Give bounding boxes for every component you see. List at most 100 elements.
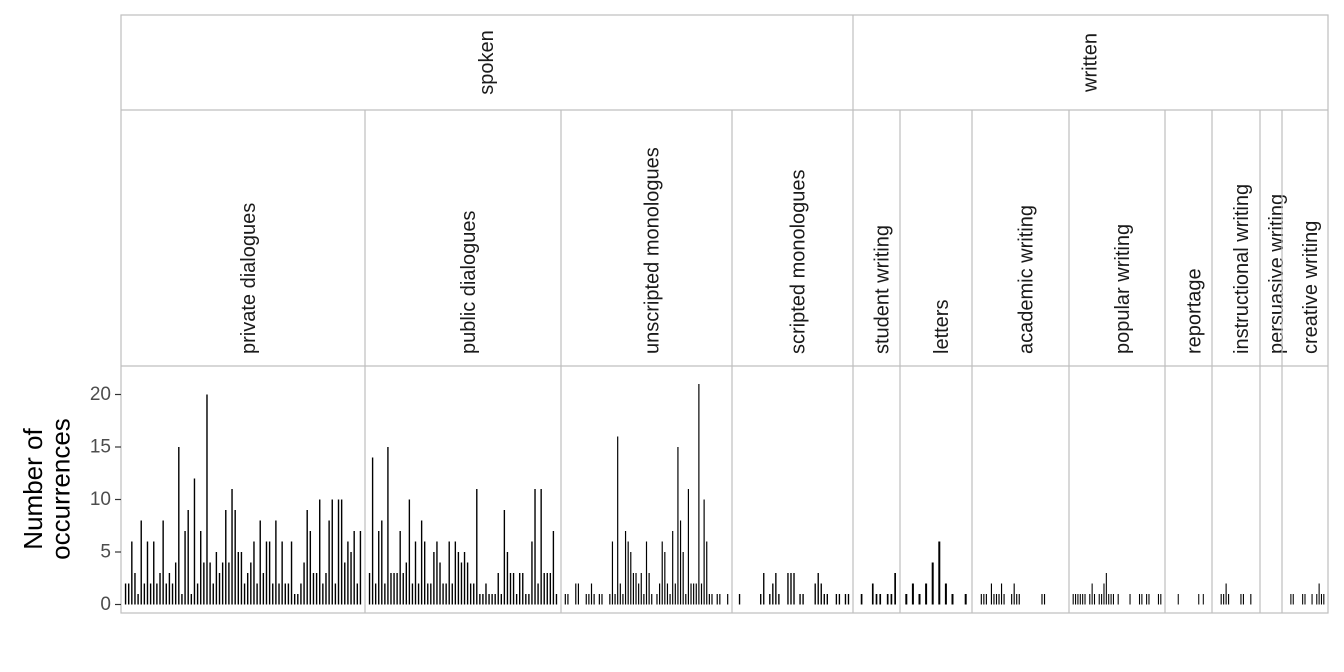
bar-public-dialogues-6 [384,583,386,605]
bar-creative-writing-4 [1292,594,1294,605]
bar-public-dialogues-49 [515,594,518,605]
bar-student-writing-6 [875,594,878,605]
bar-unscripted-monologues-60 [719,594,721,605]
bar-public-dialogues-38 [482,594,484,605]
bar-private-dialogues-63 [319,499,321,605]
bar-unscripted-monologues-44 [677,447,679,605]
bar-letters-10 [964,594,967,605]
bars [124,384,1325,605]
bar-unscripted-monologues-49 [690,583,692,605]
bar-scripted-monologues-15 [778,594,780,605]
bar-unscripted-monologues-2 [567,594,569,605]
bar-unscripted-monologues-33 [648,573,650,605]
bar-unscripted-monologues-18 [609,594,611,605]
bar-public-dialogues-11 [399,531,401,605]
bar-private-dialogues-49 [275,520,277,605]
bar-private-dialogues-66 [328,520,330,605]
y-axis: 0 5 10 15 20 [90,384,121,615]
bar-scripted-monologues-14 [775,573,777,605]
bar-academic-writing-10 [998,594,1000,605]
bar-public-dialogues-41 [491,594,493,605]
bar-unscripted-monologues-55 [706,541,708,605]
panel-strip-label-private-dialogues: private dialogues [238,203,260,354]
bar-public-dialogues-39 [485,583,487,605]
bar-public-dialogues-19 [424,541,426,605]
bar-academic-writing-9 [995,594,998,605]
bar-creative-writing-15 [1318,583,1320,605]
bar-academic-writing-11 [1000,583,1003,605]
bar-private-dialogues-20 [184,531,186,605]
bar-public-dialogues-26 [445,583,447,605]
bar-private-dialogues-41 [250,562,252,605]
bar-unscripted-monologues-41 [669,594,671,605]
y-axis-title-line: occurrences [45,418,75,560]
bar-popular-writing-13 [1101,594,1103,605]
bar-private-dialogues-18 [178,447,180,605]
bar-unscripted-monologues-29 [638,583,640,605]
bar-private-dialogues-34 [228,562,230,605]
bar-private-dialogues-53 [287,583,290,605]
bar-creative-writing-17 [1323,594,1325,605]
bar-popular-writing-12 [1098,594,1100,605]
bar-academic-writing-28 [1043,594,1046,605]
bar-academic-writing-17 [1016,594,1018,605]
y-axis-title-line: Number of [18,428,48,550]
bar-instructional-writing-6 [1228,594,1230,605]
bar-unscripted-monologues-23 [622,594,624,605]
bar-unscripted-monologues-11 [590,583,593,605]
panel-strip-label-academic-writing: academic writing [1016,205,1038,354]
bar-popular-writing-6 [1084,594,1086,605]
bar-instructional-writing-15 [1250,594,1252,605]
bar-academic-writing-15 [1011,594,1013,605]
bar-student-writing-7 [879,594,882,605]
panel-strip-label-public-dialogues: public dialogues [458,211,480,354]
bar-public-dialogues-37 [479,594,481,605]
bar-private-dialogues-48 [272,583,274,605]
bar-private-dialogues-7 [143,583,146,605]
bar-private-dialogues-51 [281,541,283,605]
bar-public-dialogues-51 [522,573,524,605]
panel-strip-label-popular-writing: popular writing [1112,224,1134,354]
bar-scripted-monologues-19 [790,573,792,605]
bar-private-dialogues-36 [234,510,236,605]
bar-public-dialogues-47 [509,573,512,605]
bar-unscripted-monologues-32 [645,541,648,605]
bar-private-dialogues-75 [356,583,359,605]
bar-unscripted-monologues-15 [601,594,603,605]
bar-popular-writing-15 [1105,573,1107,605]
bar-private-dialogues-26 [203,562,205,605]
bar-private-dialogues-35 [231,489,233,605]
bar-unscripted-monologues-53 [700,583,703,605]
bar-public-dialogues-5 [381,520,383,605]
bar-creative-writing-3 [1290,594,1292,605]
bar-unscripted-monologues-5 [575,583,577,605]
bar-public-dialogues-17 [417,583,420,605]
bar-public-dialogues-55 [534,489,536,605]
bar-popular-writing-33 [1148,594,1150,605]
panels [120,14,1329,614]
bar-private-dialogues-28 [209,562,211,605]
bar-letters-1 [905,594,908,605]
bar-popular-writing-3 [1077,594,1079,605]
bar-private-dialogues-4 [134,573,136,605]
bar-private-dialogues-52 [284,583,286,605]
bar-unscripted-monologues-59 [716,594,718,605]
bar-public-dialogues-22 [433,552,435,605]
bar-unscripted-monologues-56 [708,594,710,605]
bar-private-dialogues-23 [193,478,196,605]
bar-public-dialogues-60 [549,573,552,605]
bar-academic-writing-5 [985,594,987,605]
bar-letters-2 [911,583,914,605]
bar-unscripted-monologues-37 [659,583,661,605]
bar-private-dialogues-40 [246,573,249,605]
bar-letters-3 [918,594,921,605]
bar-private-dialogues-42 [253,541,255,605]
bar-private-dialogues-19 [181,594,183,605]
bar-academic-writing-27 [1041,594,1043,605]
bar-public-dialogues-32 [463,552,466,605]
bar-public-dialogues-54 [531,541,533,605]
bar-public-dialogues-23 [436,541,438,605]
bar-letters-7 [944,583,947,605]
bar-scripted-monologues-20 [793,573,795,605]
bar-private-dialogues-54 [290,541,293,605]
